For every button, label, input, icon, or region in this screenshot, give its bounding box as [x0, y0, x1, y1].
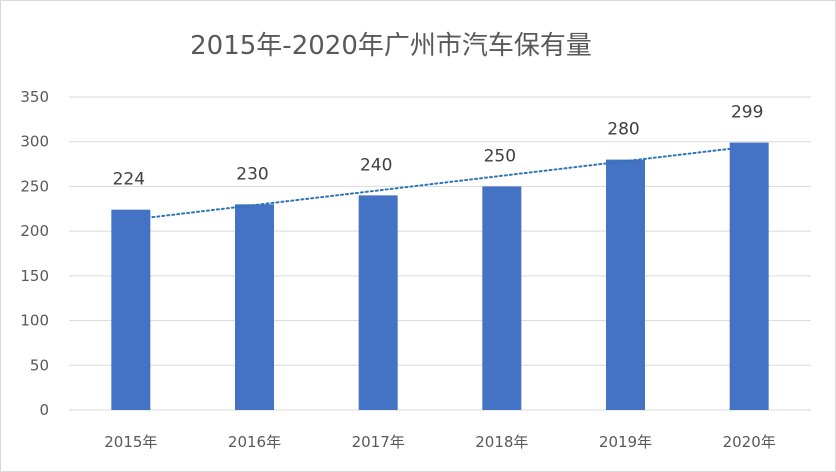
bar [235, 204, 274, 410]
data-label: 299 [731, 103, 763, 123]
x-tick-label: 2019年 [599, 433, 652, 451]
data-label: 280 [607, 120, 639, 140]
y-tick-label: 200 [20, 222, 49, 240]
y-tick-label: 250 [20, 177, 49, 195]
bar [358, 195, 398, 410]
bar [606, 159, 645, 410]
x-tick-label: 2018年 [475, 433, 528, 451]
x-tick-label: 2020年 [723, 433, 776, 451]
y-tick-label: 300 [20, 133, 49, 151]
y-tick-label: 50 [30, 356, 49, 374]
y-tick-label: 100 [20, 312, 49, 330]
y-tick-label: 350 [20, 88, 49, 106]
data-label: 250 [484, 146, 516, 166]
bar [729, 142, 769, 410]
bar [482, 186, 522, 410]
bar [111, 209, 151, 410]
data-label: 240 [360, 155, 392, 175]
chart-title: 2015年-2020年广州市汽车保有量 [190, 31, 592, 61]
trendline [151, 147, 731, 219]
x-tick-label: 2016年 [228, 433, 281, 451]
data-label: 224 [113, 170, 145, 190]
y-tick-label: 150 [20, 267, 49, 285]
y-tick-label: 0 [39, 401, 49, 419]
data-label: 230 [236, 164, 268, 184]
x-tick-label: 2017年 [352, 433, 405, 451]
x-tick-label: 2015年 [104, 433, 157, 451]
